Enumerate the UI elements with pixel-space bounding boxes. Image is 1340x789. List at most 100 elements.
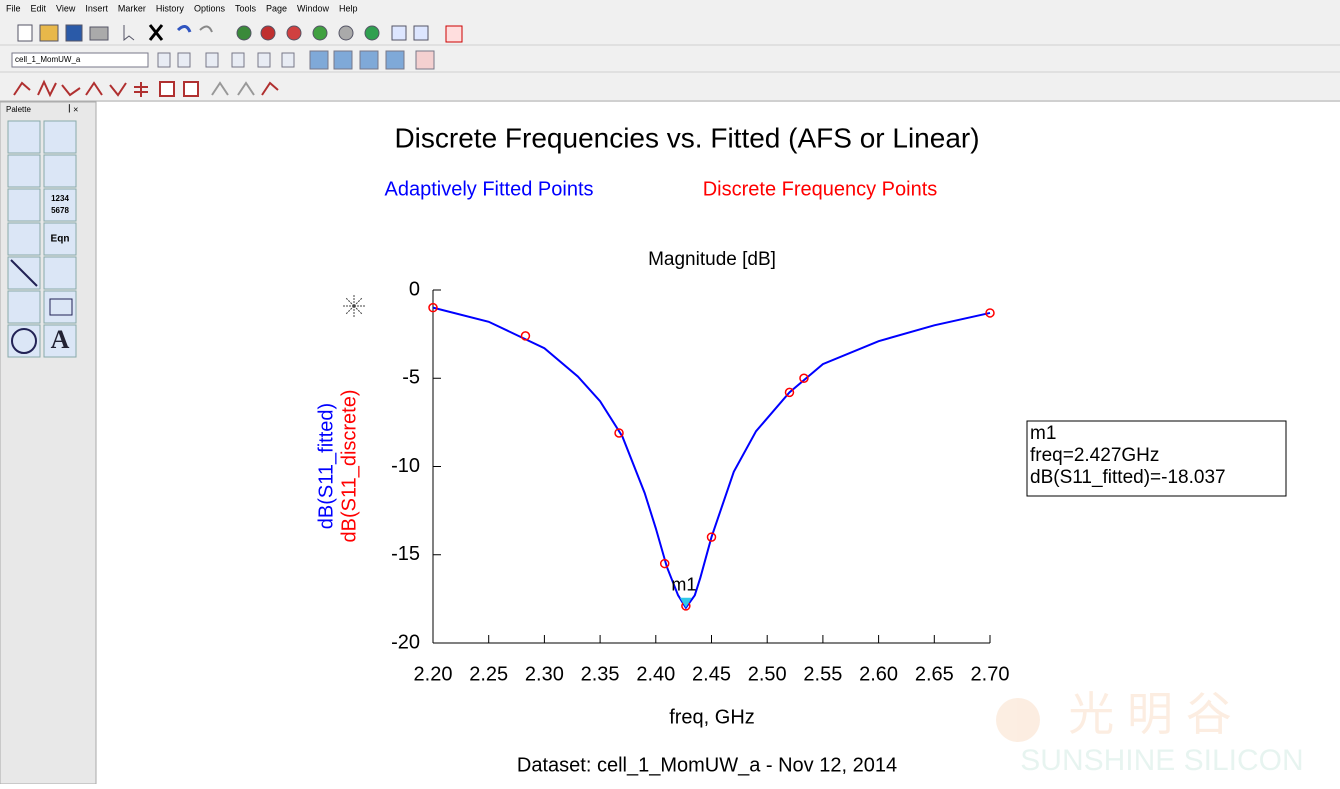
palette-antenna[interactable] xyxy=(7,222,41,256)
menu-item[interactable]: Marker xyxy=(118,3,146,13)
icon-next[interactable] xyxy=(413,25,429,41)
icon-close[interactable] xyxy=(445,25,463,43)
icon-view-1[interactable] xyxy=(309,50,329,70)
icon-view-2[interactable] xyxy=(333,50,353,70)
icon-view-3[interactable] xyxy=(359,50,379,70)
watermark-logo xyxy=(996,698,1040,742)
marker-tool[interactable] xyxy=(37,79,57,98)
discrete-point xyxy=(520,331,531,341)
palette-polar[interactable] xyxy=(7,154,41,188)
menu-item[interactable]: History xyxy=(156,3,185,13)
combo-box[interactable] xyxy=(11,52,149,68)
x-tick-label: 2.65 xyxy=(915,663,954,685)
palette-text[interactable] xyxy=(43,324,77,358)
palette-buttons: ꟾ × xyxy=(68,103,78,114)
menu-item[interactable]: Help xyxy=(339,3,358,13)
marker-tool[interactable] xyxy=(13,81,31,96)
palette-grid[interactable] xyxy=(43,120,77,154)
y-axis-label: dB(S11_fitted) xyxy=(315,403,337,529)
menu-bar: File Edit View Insert Marker History Options To… xyxy=(6,3,358,13)
nav-last[interactable] xyxy=(281,52,295,68)
palette-smith[interactable] xyxy=(43,154,77,188)
menu-item[interactable]: Page xyxy=(266,3,287,13)
chart: Discrete Frequencies vs. Fitted (AFS or … xyxy=(315,122,1287,776)
icon-line xyxy=(10,259,38,287)
marker-tool[interactable] xyxy=(85,81,103,96)
marker-prev[interactable] xyxy=(159,81,175,97)
marker-readout-line: m1 xyxy=(1030,423,1056,444)
x-tick-label: 2.25 xyxy=(469,663,508,685)
palette-panel: Palette ꟾ × 1234 5678 Eqn A xyxy=(0,101,97,785)
x-tick-label: 2.35 xyxy=(581,663,620,685)
icon-print[interactable] xyxy=(89,26,109,41)
icon-redo[interactable] xyxy=(199,25,213,33)
discrete-point xyxy=(985,308,995,318)
icon-delete[interactable] xyxy=(148,24,164,41)
x-tick-label: 2.55 xyxy=(803,663,842,685)
y-tick-label: -20 xyxy=(391,631,420,653)
palette-polyline[interactable] xyxy=(43,256,77,290)
palette-title: Palette xyxy=(6,105,31,114)
x-tick-label: 2.40 xyxy=(636,663,675,685)
combo-text: cell_1_MomUW_a xyxy=(15,55,81,64)
palette-label: Eqn xyxy=(51,234,70,245)
icon-prev[interactable] xyxy=(391,25,407,41)
icon-rect xyxy=(49,298,73,316)
toolbar-area xyxy=(0,0,1340,102)
palette-circle[interactable] xyxy=(7,324,41,358)
menu-item[interactable]: Window xyxy=(297,3,330,13)
icon-refresh[interactable] xyxy=(364,25,380,41)
icon-zoom[interactable] xyxy=(260,25,276,41)
toolbar-2: cell_1_MomUW_a xyxy=(11,50,435,70)
icon-zoom-fit[interactable] xyxy=(338,25,354,41)
icon-zoom-out[interactable] xyxy=(312,25,328,41)
marker-tool[interactable] xyxy=(237,81,255,96)
y-tick-label: -15 xyxy=(391,543,420,565)
trace-icon xyxy=(353,297,363,307)
marker-next[interactable] xyxy=(183,81,199,97)
watermark-en: SUNSHINE SILICON xyxy=(1020,744,1303,777)
marker-tool[interactable] xyxy=(261,81,279,96)
icon-select[interactable] xyxy=(123,25,135,42)
nav-prev[interactable] xyxy=(177,52,191,68)
menu-item[interactable]: Tools xyxy=(235,3,257,13)
marker-tool[interactable] xyxy=(211,81,229,96)
palette-list[interactable] xyxy=(43,188,77,222)
marker-tool[interactable] xyxy=(61,84,81,97)
trace-icon xyxy=(353,305,363,315)
icon-view-4[interactable] xyxy=(385,50,405,70)
menu-item[interactable]: Edit xyxy=(31,3,47,13)
palette-table[interactable] xyxy=(7,188,41,222)
icon-view-5[interactable] xyxy=(415,50,435,70)
icon-zoom-in[interactable] xyxy=(286,25,302,41)
nav-first[interactable] xyxy=(157,52,171,68)
palette-label: 1234 xyxy=(51,194,69,203)
marker-label: m1 xyxy=(671,574,696,594)
nav-next[interactable] xyxy=(257,52,271,68)
marker-triangle xyxy=(679,597,692,608)
icon-new[interactable] xyxy=(17,24,33,42)
menu-item[interactable]: Insert xyxy=(85,3,108,13)
nav-prev-page[interactable] xyxy=(205,52,219,68)
discrete-point xyxy=(659,558,670,569)
marker-tool[interactable] xyxy=(109,82,127,97)
icon-open[interactable] xyxy=(39,24,59,42)
palette-select[interactable] xyxy=(7,120,41,154)
palette-label: 5678 xyxy=(51,206,69,215)
y-tick-label: -5 xyxy=(402,367,420,389)
palette-eqn[interactable] xyxy=(43,222,77,256)
marker-tool[interactable] xyxy=(134,82,148,97)
legend-entry: Discrete Frequency Points xyxy=(703,178,938,200)
menu-item[interactable]: File xyxy=(6,3,21,13)
icon-save[interactable] xyxy=(65,24,83,42)
nav-next-page[interactable] xyxy=(231,52,245,68)
palette-polygon[interactable] xyxy=(7,290,41,324)
menu-item[interactable]: View xyxy=(56,3,76,13)
icon-move[interactable] xyxy=(236,25,252,41)
palette-rect[interactable] xyxy=(43,290,77,324)
toolbar-3 xyxy=(13,79,279,98)
icon-undo[interactable] xyxy=(176,25,192,33)
x-tick-label: 2.20 xyxy=(414,663,453,685)
menu-item[interactable]: Options xyxy=(194,3,226,13)
